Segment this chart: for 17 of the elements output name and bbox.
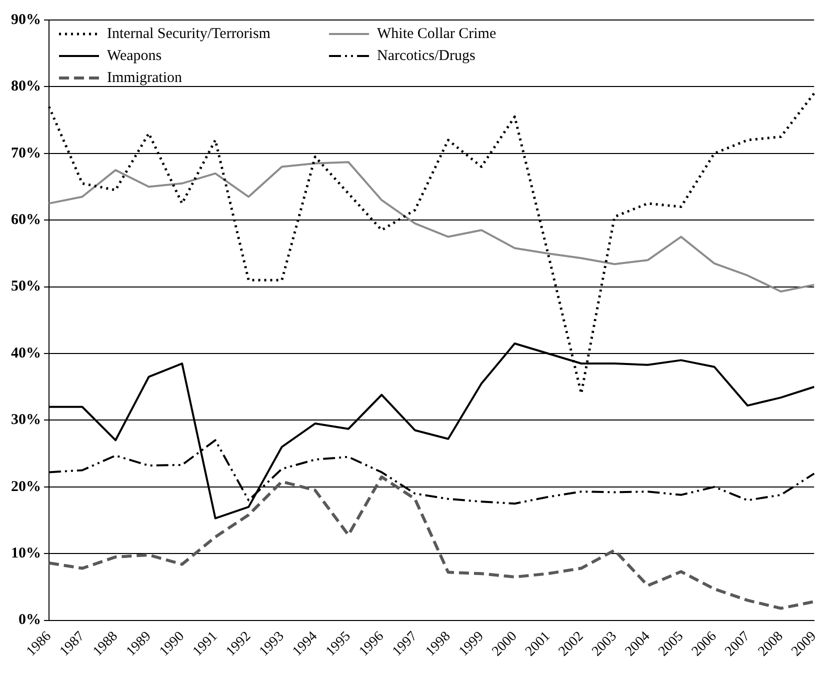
legend-label: Internal Security/Terrorism — [107, 26, 271, 42]
y-tick-label: 90% — [11, 12, 41, 28]
y-tick-label: 0% — [18, 612, 41, 628]
y-tick-label: 10% — [11, 545, 41, 562]
x-tick-label: 1991 — [190, 629, 221, 660]
y-tick-label: 70% — [11, 145, 41, 162]
y-tick-label: 80% — [11, 78, 41, 95]
y-tick-label: 50% — [11, 278, 41, 295]
line-series — [48, 475, 816, 610]
legend-label: Immigration — [107, 70, 182, 86]
legend-label: Narcotics/Drugs — [377, 48, 476, 64]
y-tick-label: 30% — [11, 412, 41, 428]
y-tick-label: 40% — [11, 345, 41, 362]
legend-label: White Collar Crime — [377, 26, 496, 42]
legend-label: Weapons — [107, 48, 162, 64]
y-tick-label: 60% — [11, 212, 41, 228]
y-tick-label: 20% — [11, 478, 41, 495]
